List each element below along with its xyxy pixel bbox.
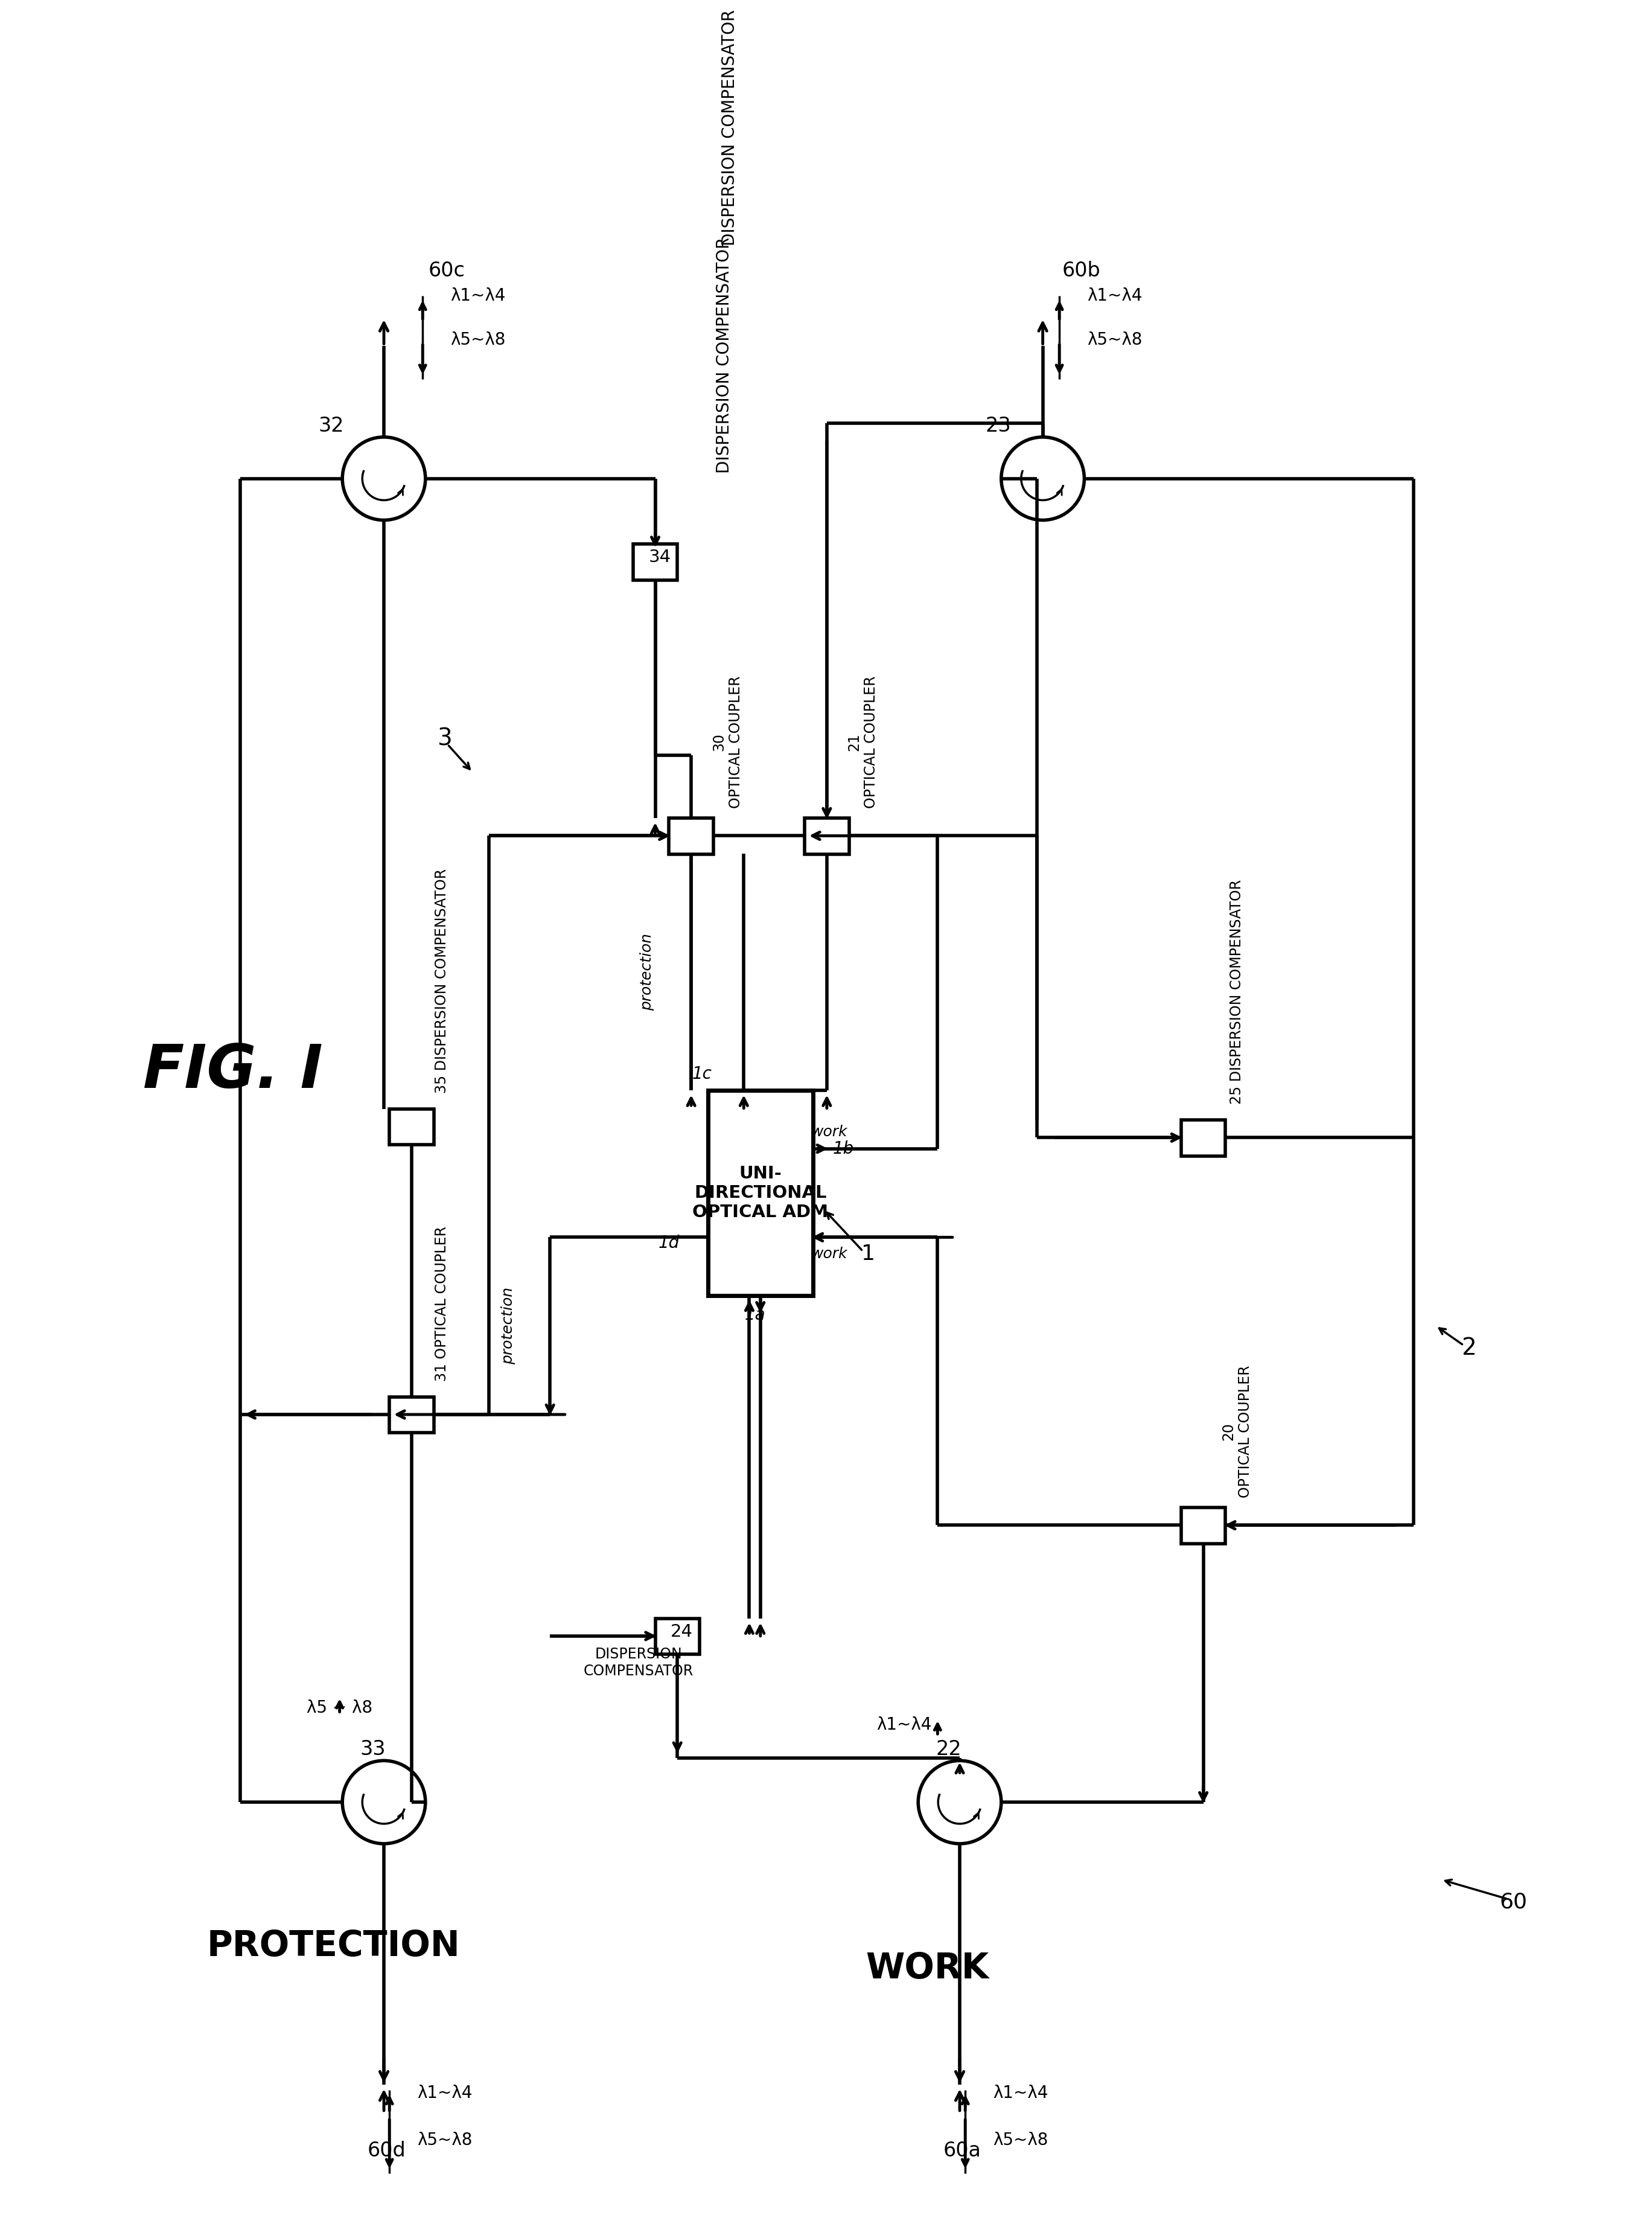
Text: DISPERSION COMPENSATOR: DISPERSION COMPENSATOR bbox=[722, 9, 738, 246]
Text: 24: 24 bbox=[671, 1623, 692, 1640]
Text: λ1~λ4: λ1~λ4 bbox=[416, 2084, 472, 2101]
Text: work: work bbox=[811, 1126, 847, 1139]
Text: λ5~λ8: λ5~λ8 bbox=[416, 2131, 472, 2148]
Text: DISPERSION COMPENSATOR: DISPERSION COMPENSATOR bbox=[715, 237, 733, 472]
Text: 20
OPTICAL COUPLER: 20 OPTICAL COUPLER bbox=[1221, 1365, 1252, 1497]
Bar bbox=[669, 819, 714, 855]
Text: 60d: 60d bbox=[367, 2142, 406, 2162]
Text: 23: 23 bbox=[986, 416, 1011, 436]
Text: DISPERSION
COMPENSATOR: DISPERSION COMPENSATOR bbox=[583, 1647, 694, 1678]
Text: 25 DISPERSION COMPENSATOR: 25 DISPERSION COMPENSATOR bbox=[1229, 880, 1244, 1103]
Text: λ5~λ8: λ5~λ8 bbox=[1087, 331, 1142, 349]
Text: λ1~λ4: λ1~λ4 bbox=[451, 286, 506, 304]
Text: λ1~λ4: λ1~λ4 bbox=[877, 1717, 932, 1732]
Text: FIG. I: FIG. I bbox=[144, 1043, 322, 1101]
Text: 1c: 1c bbox=[692, 1065, 712, 1083]
Text: UNI-
DIRECTIONAL
OPTICAL ADM: UNI- DIRECTIONAL OPTICAL ADM bbox=[692, 1166, 828, 1222]
Text: 22: 22 bbox=[935, 1739, 961, 1759]
Bar bbox=[633, 544, 677, 580]
Text: 1: 1 bbox=[861, 1244, 876, 1264]
Text: 30
OPTICAL COUPLER: 30 OPTICAL COUPLER bbox=[712, 676, 743, 808]
Text: 2: 2 bbox=[1462, 1336, 1477, 1358]
Text: 1d: 1d bbox=[659, 1235, 679, 1251]
Text: 60a: 60a bbox=[943, 2142, 981, 2162]
Text: λ5~λ8: λ5~λ8 bbox=[451, 331, 506, 349]
Text: protection: protection bbox=[639, 933, 654, 1012]
Text: 1a: 1a bbox=[745, 1307, 765, 1323]
Bar bbox=[390, 1397, 434, 1432]
Text: λ1~λ4: λ1~λ4 bbox=[1087, 286, 1142, 304]
Text: 60c: 60c bbox=[428, 262, 464, 282]
Text: 32: 32 bbox=[319, 416, 344, 436]
Bar bbox=[1181, 1508, 1226, 1544]
Text: 34: 34 bbox=[649, 548, 671, 566]
Bar bbox=[656, 1618, 699, 1654]
Text: 60b: 60b bbox=[1062, 262, 1100, 282]
Bar bbox=[1181, 1119, 1226, 1155]
Text: 31 OPTICAL COUPLER: 31 OPTICAL COUPLER bbox=[434, 1226, 449, 1381]
Text: PROTECTION: PROTECTION bbox=[206, 1929, 459, 1963]
Text: 21
OPTICAL COUPLER: 21 OPTICAL COUPLER bbox=[847, 676, 879, 808]
Text: 35 DISPERSION COMPENSATOR: 35 DISPERSION COMPENSATOR bbox=[434, 868, 449, 1094]
Text: 1b: 1b bbox=[833, 1139, 854, 1157]
Bar bbox=[390, 1108, 434, 1146]
Text: λ1~λ4: λ1~λ4 bbox=[993, 2084, 1047, 2101]
Text: WORK: WORK bbox=[866, 1952, 990, 1985]
Text: 60: 60 bbox=[1500, 1891, 1526, 1911]
Text: 33: 33 bbox=[360, 1739, 385, 1759]
Text: λ5 ~ λ8: λ5 ~ λ8 bbox=[307, 1699, 373, 1717]
Bar bbox=[805, 819, 849, 855]
Text: protection: protection bbox=[501, 1287, 515, 1365]
Bar bbox=[707, 1090, 813, 1296]
Text: λ5~λ8: λ5~λ8 bbox=[993, 2131, 1047, 2148]
Text: work: work bbox=[811, 1247, 847, 1262]
Text: 3: 3 bbox=[438, 727, 453, 750]
